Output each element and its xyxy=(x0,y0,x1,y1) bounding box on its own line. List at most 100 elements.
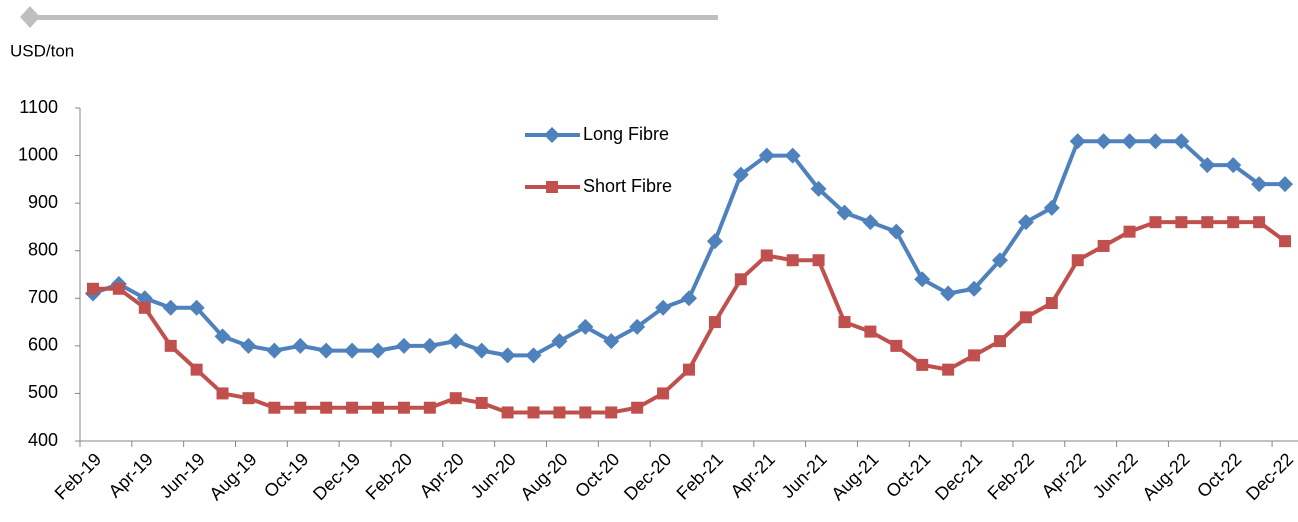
point xyxy=(162,299,179,316)
point xyxy=(551,333,568,350)
point xyxy=(190,363,203,376)
x-tick-label: Oct-21 xyxy=(882,449,934,501)
point xyxy=(836,204,853,221)
point xyxy=(968,349,981,362)
point xyxy=(1277,176,1294,193)
y-tick-label: 900 xyxy=(28,192,58,212)
header-diamond xyxy=(20,6,40,28)
point xyxy=(216,387,229,400)
point xyxy=(214,328,231,345)
point xyxy=(320,401,333,414)
point xyxy=(812,254,825,267)
point xyxy=(475,396,488,409)
point xyxy=(631,401,644,414)
point xyxy=(810,180,827,197)
point xyxy=(346,401,359,414)
x-tick-label: Aug-19 xyxy=(205,449,260,504)
legend-label: Long Fibre xyxy=(583,124,669,144)
legend-marker xyxy=(544,127,560,143)
point xyxy=(579,406,592,419)
x-tick-label: Apr-22 xyxy=(1038,449,1090,501)
point xyxy=(1019,311,1032,324)
point xyxy=(370,342,387,359)
x-tick-label: Dec-19 xyxy=(309,449,364,504)
x-tick-label: Aug-22 xyxy=(1138,449,1193,504)
point xyxy=(240,337,257,354)
point xyxy=(473,342,490,359)
point xyxy=(734,273,747,286)
point xyxy=(1279,235,1292,248)
point xyxy=(629,318,646,335)
y-tick-label: 400 xyxy=(28,430,58,450)
point xyxy=(681,290,697,307)
point xyxy=(553,406,566,419)
x-tick-label: Aug-21 xyxy=(827,449,882,504)
point xyxy=(1069,133,1086,150)
y-tick-label: 600 xyxy=(28,335,58,355)
point xyxy=(1251,176,1268,193)
point xyxy=(888,223,905,240)
point xyxy=(372,401,385,414)
point xyxy=(890,339,903,352)
point xyxy=(397,401,410,414)
point xyxy=(395,337,412,354)
point xyxy=(447,333,464,350)
point xyxy=(1225,157,1242,174)
point xyxy=(862,214,879,231)
point xyxy=(1043,199,1060,216)
point xyxy=(1095,133,1112,150)
point xyxy=(242,392,255,405)
point xyxy=(940,285,957,302)
legend-label: Short Fibre xyxy=(583,176,672,196)
point xyxy=(164,339,177,352)
x-tick-label: Oct-22 xyxy=(1193,449,1245,501)
point xyxy=(683,363,695,376)
point xyxy=(706,233,723,250)
x-tick-label: Dec-21 xyxy=(931,449,986,504)
point xyxy=(1147,133,1164,150)
x-tick-label: Aug-20 xyxy=(516,449,571,504)
point xyxy=(786,254,799,267)
point xyxy=(991,252,1008,269)
point xyxy=(266,342,283,359)
point xyxy=(1253,216,1266,229)
point xyxy=(1201,216,1214,229)
point xyxy=(1017,214,1034,231)
point xyxy=(838,316,851,329)
y-axis-label: USD/ton xyxy=(10,41,74,60)
point xyxy=(1199,157,1216,174)
point xyxy=(577,318,594,335)
y-tick-label: 1100 xyxy=(19,97,58,117)
point xyxy=(1227,216,1240,229)
x-tick-label: Oct-19 xyxy=(260,449,312,501)
point xyxy=(1121,133,1138,150)
legend-marker xyxy=(546,181,558,193)
point xyxy=(966,280,983,297)
x-tick-label: Feb-22 xyxy=(984,449,1038,503)
y-tick-label: 800 xyxy=(28,239,58,259)
x-tick-label: Apr-20 xyxy=(416,449,468,501)
point xyxy=(525,347,542,364)
point xyxy=(1071,254,1084,267)
point xyxy=(292,337,309,354)
point xyxy=(423,401,436,414)
point xyxy=(421,337,438,354)
point xyxy=(188,299,205,316)
point xyxy=(942,363,955,376)
y-tick-label: 700 xyxy=(28,287,58,307)
point xyxy=(708,316,721,329)
x-tick-label: Dec-22 xyxy=(1242,449,1297,504)
x-tick-label: Jun-19 xyxy=(156,449,209,502)
x-tick-label: Oct-20 xyxy=(571,449,623,501)
point xyxy=(501,406,514,419)
point xyxy=(527,406,540,419)
x-tick-label: Apr-19 xyxy=(105,449,157,501)
y-tick-label: 1000 xyxy=(18,144,58,164)
point xyxy=(294,401,307,414)
x-tick-label: Feb-20 xyxy=(362,449,416,503)
point xyxy=(657,387,670,400)
point xyxy=(138,301,151,314)
point xyxy=(1149,216,1162,229)
point xyxy=(1097,239,1110,252)
point xyxy=(916,358,929,371)
